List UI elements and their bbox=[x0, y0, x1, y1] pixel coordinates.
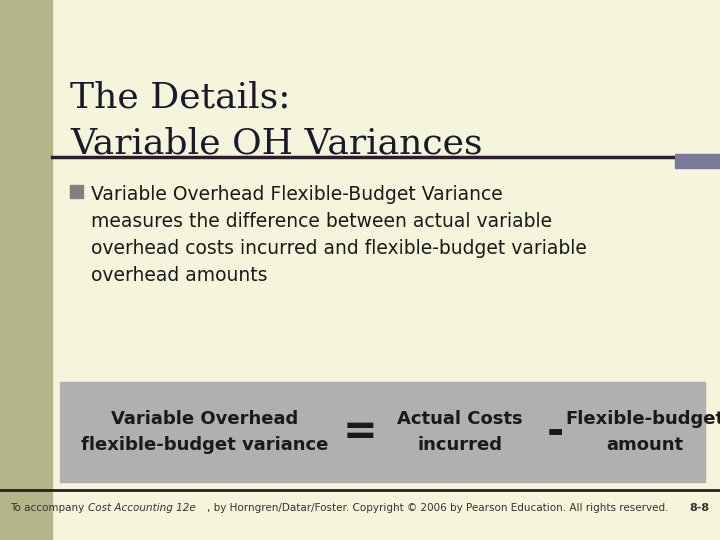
Text: -: - bbox=[546, 411, 564, 453]
Text: measures the difference between actual variable: measures the difference between actual v… bbox=[91, 212, 552, 231]
Text: Flexible-budget: Flexible-budget bbox=[565, 410, 720, 428]
Text: overhead amounts: overhead amounts bbox=[91, 266, 268, 285]
Text: Cost Accounting 12e: Cost Accounting 12e bbox=[88, 503, 196, 513]
Text: Variable OH Variances: Variable OH Variances bbox=[70, 127, 482, 161]
Text: flexible-budget variance: flexible-budget variance bbox=[81, 436, 329, 454]
Text: overhead costs incurred and flexible-budget variable: overhead costs incurred and flexible-bud… bbox=[91, 239, 587, 258]
Text: Actual Costs: Actual Costs bbox=[397, 410, 523, 428]
Text: =: = bbox=[343, 411, 377, 453]
Bar bbox=[70, 185, 83, 198]
Text: To accompany: To accompany bbox=[10, 503, 88, 513]
Bar bbox=[675, 154, 720, 168]
Text: , by Horngren/Datar/Foster. Copyright © 2006 by Pearson Education. All rights re: , by Horngren/Datar/Foster. Copyright © … bbox=[207, 503, 668, 513]
Text: Variable Overhead: Variable Overhead bbox=[112, 410, 299, 428]
Bar bbox=[0, 0, 52, 540]
Bar bbox=[60, 382, 705, 482]
Text: amount: amount bbox=[606, 436, 683, 454]
Text: Variable Overhead Flexible-Budget Variance: Variable Overhead Flexible-Budget Varian… bbox=[91, 185, 503, 204]
Text: The Details:: The Details: bbox=[70, 80, 290, 114]
Text: incurred: incurred bbox=[418, 436, 503, 454]
Text: 8-8: 8-8 bbox=[690, 503, 710, 513]
